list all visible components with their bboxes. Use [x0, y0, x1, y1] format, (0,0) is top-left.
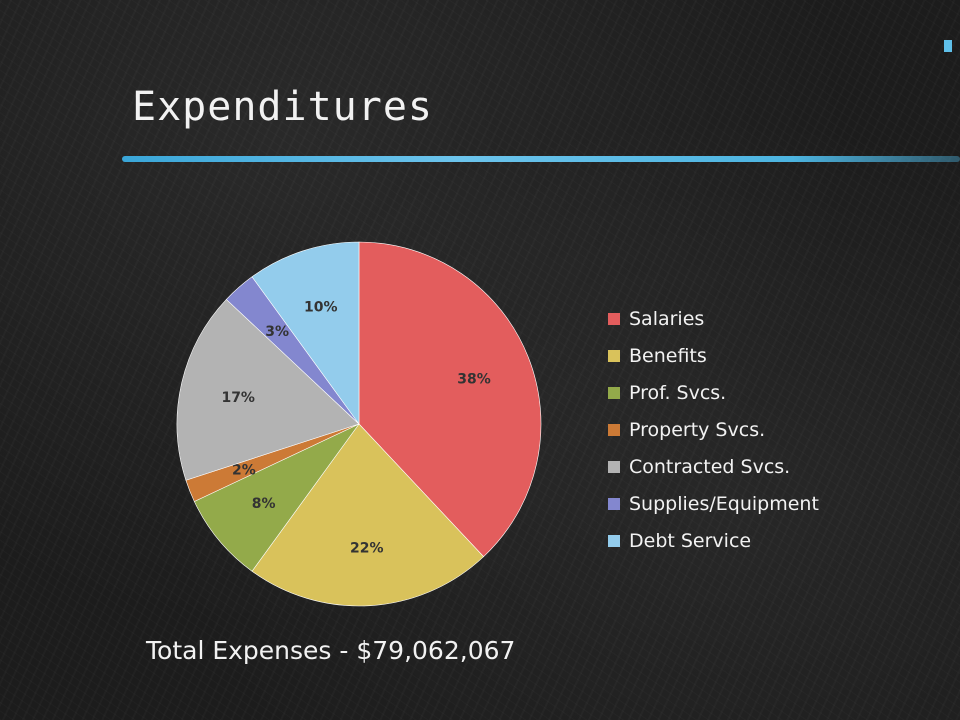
- pie-data-label: 2%: [232, 463, 256, 479]
- legend-label: Debt Service: [629, 529, 752, 552]
- legend-swatch: [608, 460, 620, 473]
- legend-swatch: [608, 386, 620, 399]
- pie-slice-contracted-svcs: [176, 298, 360, 481]
- legend-label: Property Svcs.: [629, 418, 766, 441]
- pie-data-label: 8%: [252, 496, 276, 512]
- legend-item: Prof. Svcs.: [608, 374, 819, 411]
- legend-item: Benefits: [608, 337, 819, 374]
- legend-item: Property Svcs.: [608, 411, 819, 448]
- pie-data-label: 3%: [265, 324, 289, 340]
- legend-swatch: [608, 497, 620, 510]
- total-expenses-text: Total Expenses - $79,062,067: [146, 636, 516, 665]
- pie-slice-salaries: [358, 241, 542, 558]
- pie-data-label: 10%: [304, 299, 338, 315]
- pie-data-label: 17%: [221, 390, 255, 406]
- legend-label: Benefits: [629, 344, 707, 367]
- title-underline: [122, 156, 960, 162]
- legend-label: Salaries: [629, 307, 705, 330]
- legend-swatch: [608, 423, 620, 436]
- legend-item: Contracted Svcs.: [608, 448, 819, 485]
- pie-slice-prof-svcs: [193, 423, 360, 572]
- corner-accent-mark: [944, 40, 952, 52]
- legend-label: Contracted Svcs.: [629, 455, 791, 478]
- legend-swatch: [608, 349, 620, 362]
- pie-data-label: 38%: [457, 371, 491, 387]
- chart-legend: Salaries Benefits Prof. Svcs. Property Svcs…: [608, 300, 819, 559]
- pie-slice-benefits: [251, 423, 485, 607]
- legend-label: Prof. Svcs.: [629, 381, 727, 404]
- legend-swatch: [608, 312, 620, 325]
- pie-slice-debt-service: [251, 241, 360, 425]
- legend-item: Debt Service: [608, 522, 819, 559]
- pie-data-label: 22%: [350, 541, 384, 557]
- legend-item: Supplies/Equipment: [608, 485, 819, 522]
- legend-label: Supplies/Equipment: [629, 492, 819, 515]
- legend-item: Salaries: [608, 300, 819, 337]
- slide-title: Expenditures: [132, 84, 433, 130]
- legend-swatch: [608, 534, 620, 547]
